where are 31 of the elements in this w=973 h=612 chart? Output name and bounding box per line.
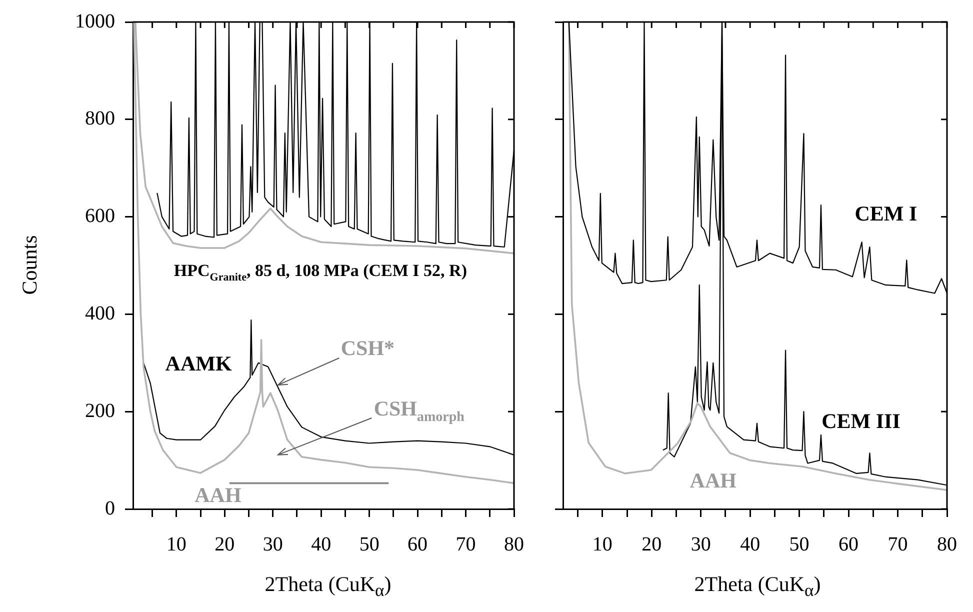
x-axis-title: 2Theta (CuK$_{α}$): [694, 572, 821, 602]
annotation: CEM III: [822, 409, 900, 434]
x-tick-label: 30: [262, 533, 283, 556]
y-tick-label: 1000: [75, 10, 115, 32]
annotation: CEM I: [854, 201, 918, 226]
x-tick-label: 10: [166, 533, 186, 556]
y-tick-label: 400: [85, 302, 115, 324]
annotation: AAMK: [165, 351, 232, 376]
x-tick-label: 50: [789, 533, 810, 556]
x-tick-label: 40: [740, 533, 760, 556]
x-tick-label: 30: [690, 533, 711, 556]
x-tick-label: 80: [504, 533, 524, 556]
x-tick-label: 60: [408, 533, 428, 556]
y-tick-label: 200: [85, 400, 115, 422]
y-tick-label: 0: [105, 497, 115, 520]
annotation: AAH: [194, 483, 242, 508]
x-tick-label: 40: [311, 533, 332, 556]
x-tick-label: 70: [456, 533, 476, 556]
annotation: CSH*: [340, 336, 395, 360]
x-tick-label: 20: [214, 533, 235, 556]
annotation: AAH: [690, 468, 736, 493]
x-tick-label: 80: [937, 533, 957, 556]
y-axis-title: Counts: [18, 235, 42, 295]
y-tick-label: 800: [85, 108, 115, 130]
y-tick-label: 600: [85, 205, 115, 228]
x-tick-label: 50: [359, 533, 380, 556]
x-tick-label: 20: [642, 533, 662, 556]
x-tick-label: 70: [888, 533, 908, 556]
x-tick-label: 10: [592, 533, 612, 556]
x-tick-label: 60: [838, 533, 859, 556]
x-axis-title: 2Theta (CuK$_{α}$): [264, 572, 392, 602]
